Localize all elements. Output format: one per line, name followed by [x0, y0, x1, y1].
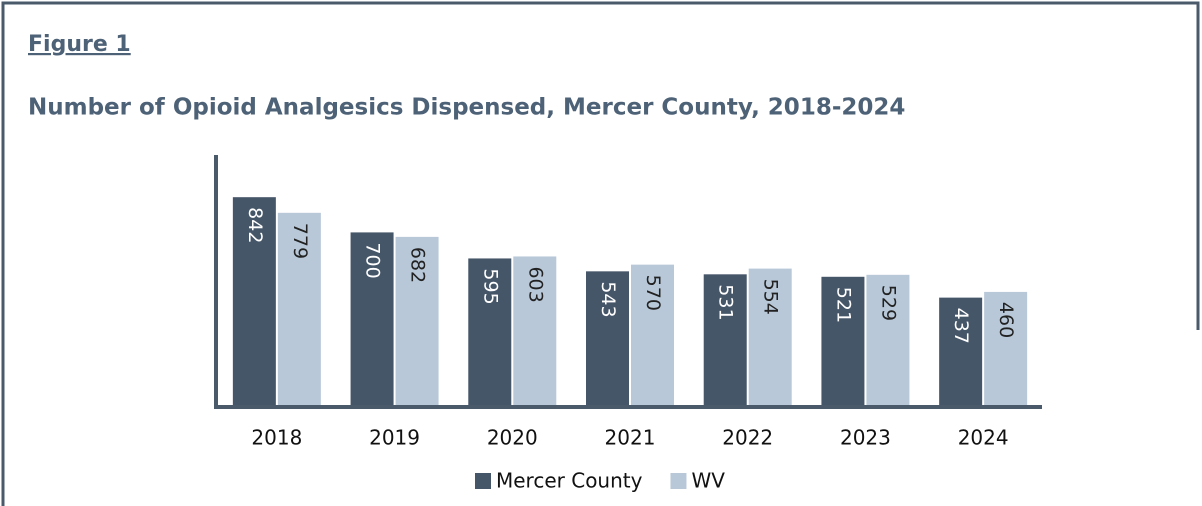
bar	[513, 256, 557, 406]
bar	[586, 271, 629, 406]
bar	[703, 274, 747, 406]
value-label: 543	[597, 281, 619, 317]
x-tick-label: 2018	[251, 426, 302, 450]
value-label: 460	[995, 302, 1017, 338]
value-label: 521	[832, 287, 854, 323]
value-label: 529	[877, 285, 899, 321]
bar	[939, 297, 983, 406]
value-label: 682	[407, 247, 429, 283]
bar	[866, 274, 910, 406]
x-tick-label: 2023	[840, 426, 891, 450]
bar	[350, 232, 394, 406]
value-label: 603	[524, 266, 546, 302]
value-label: 779	[289, 223, 311, 259]
x-tick-label: 2022	[722, 426, 773, 450]
value-label: 842	[244, 207, 266, 243]
bar	[631, 264, 674, 406]
x-tick-label: 2019	[369, 426, 420, 450]
legend-swatch	[475, 473, 491, 489]
chart-title: Number of Opioid Analgesics Dispensed, M…	[28, 95, 905, 121]
bar	[232, 197, 276, 406]
value-label: 595	[479, 268, 501, 304]
bar	[984, 291, 1028, 406]
x-tick-label: 2020	[487, 426, 538, 450]
bar	[821, 276, 865, 406]
bar	[748, 268, 792, 406]
value-label: 570	[642, 275, 664, 311]
x-tick-label: 2024	[958, 426, 1009, 450]
bar	[277, 212, 321, 406]
bar	[395, 236, 439, 406]
value-label: 700	[362, 242, 384, 278]
bar	[468, 258, 512, 406]
legend-swatch	[670, 473, 687, 489]
legend-label: Mercer County	[496, 469, 643, 493]
legend-label: WV	[691, 469, 725, 493]
value-label: 554	[760, 279, 782, 315]
x-tick-label: 2021	[605, 426, 656, 450]
figure-label: Figure 1	[28, 32, 131, 57]
value-label: 531	[715, 284, 737, 320]
value-label: 437	[950, 308, 972, 344]
